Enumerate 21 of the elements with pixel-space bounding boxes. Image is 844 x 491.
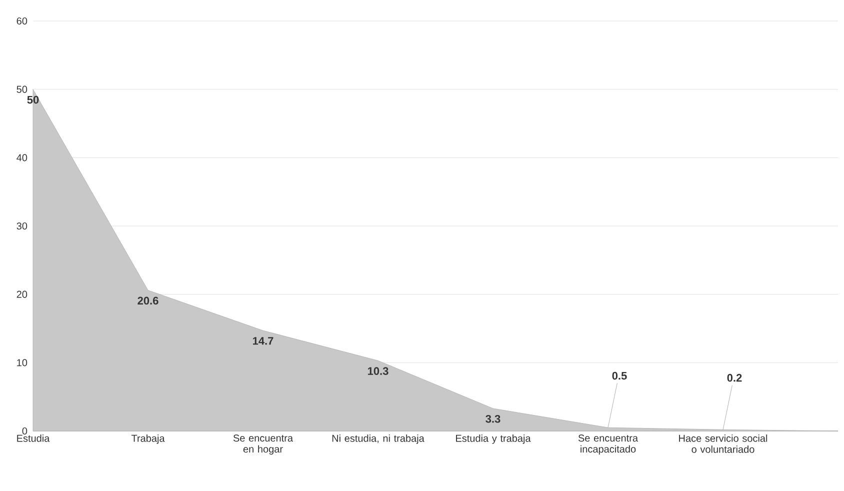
x-tick-label: Trabaja (131, 434, 165, 444)
y-tick-label: 0 (22, 427, 28, 435)
x-tick-label: Hace servicio social o voluntariado (679, 434, 768, 453)
x-tick-label: Se encuentra en hogar (233, 434, 294, 455)
y-tick-label: 40 (16, 154, 28, 162)
data-label: 0.2 (727, 374, 742, 382)
x-tick-label: Estudia (17, 434, 50, 442)
data-label: 50 (27, 96, 39, 104)
x-tick-label: Se encuentra incapacitado (578, 434, 638, 455)
y-tick-label: 20 (16, 290, 28, 298)
data-label: 14.7 (252, 337, 274, 345)
y-tick-label: 60 (16, 17, 28, 25)
data-label: 10.3 (368, 367, 388, 375)
y-tick-label: 50 (16, 86, 28, 93)
data-label: 3.3 (486, 414, 500, 423)
y-tick-label: 10 (17, 359, 28, 366)
x-tick-label: Ni estudia, ni trabaja (332, 434, 424, 444)
x-tick-label: Estudia y trabaja (456, 434, 531, 444)
data-label: 0.5 (612, 372, 627, 380)
data-label: 20.6 (138, 296, 158, 305)
y-tick-label: 30 (16, 222, 28, 230)
